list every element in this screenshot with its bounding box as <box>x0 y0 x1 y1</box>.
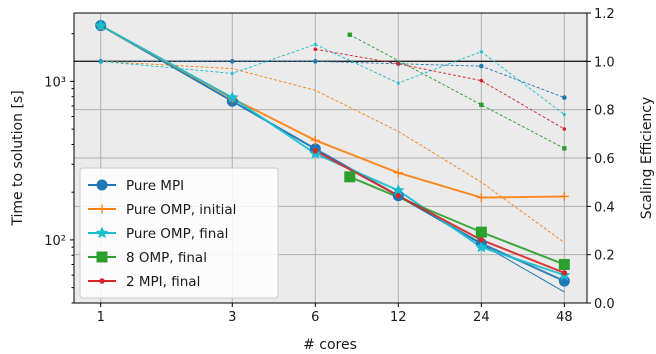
legend-marker <box>99 278 105 284</box>
efficiency-line <box>100 60 565 99</box>
legend-marker <box>96 179 108 191</box>
x-tick-label: 24 <box>473 310 490 325</box>
time-point <box>475 240 488 253</box>
time-point <box>559 191 569 201</box>
y2-tick-label: 0.6 <box>594 152 615 167</box>
y2-axis-label: Scaling Efficiency <box>639 97 655 220</box>
efficiency-point <box>313 59 318 64</box>
y2-tick-label: 1.0 <box>594 55 615 70</box>
legend-marker <box>95 226 109 239</box>
efficiency-point <box>313 42 318 47</box>
time-point <box>558 258 570 270</box>
efficiency-point <box>479 63 484 69</box>
data-marks <box>94 19 571 287</box>
time-point <box>344 171 356 183</box>
y2-tick-label: 1.2 <box>594 7 615 22</box>
time-point <box>478 237 485 243</box>
y2-tick-label: 0.4 <box>594 200 615 215</box>
efficiency-point <box>479 49 484 54</box>
y2-tick-label: 0.2 <box>594 249 615 264</box>
efficiency-point <box>313 47 318 52</box>
efficiency-point <box>479 102 484 108</box>
time-point <box>312 148 319 154</box>
x-axis-label: # cores <box>303 337 357 353</box>
y-tick-label: 10² <box>44 234 66 249</box>
x-tick-label: 3 <box>228 310 236 325</box>
time-point <box>94 19 107 31</box>
legend-label: 2 MPI, final <box>126 274 200 290</box>
efficiency-point <box>98 58 104 64</box>
efficiency-point <box>562 146 567 151</box>
y-axis-label: Time to solution [s] <box>10 90 26 226</box>
x-tick-label: 48 <box>556 310 573 325</box>
efficiency-point <box>479 78 484 83</box>
time-line <box>314 149 565 274</box>
axes: 1 3 6 12 24 48 0.0 0.2 0.4 0.6 0.8 1.0 1.2 10² 10³ <box>44 7 614 325</box>
legend-box <box>79 167 279 299</box>
time-point <box>392 183 405 196</box>
time-point <box>393 168 403 178</box>
time-line <box>100 24 565 277</box>
legend-marker <box>97 204 107 214</box>
efficiency-point <box>562 127 567 131</box>
efficiency-line <box>315 48 565 130</box>
efficiency-point <box>396 61 401 66</box>
legend: Pure MPI Pure OMP, initial Pure OMP, final… <box>79 167 279 299</box>
efficiency-point <box>229 59 235 64</box>
legend-label: Pure MPI <box>126 178 184 194</box>
time-point <box>476 193 486 203</box>
efficiency-point <box>396 80 401 86</box>
legend-label: 8 OMP, final <box>126 250 207 266</box>
time-point <box>395 192 402 199</box>
efficiency-point <box>562 95 567 100</box>
time-point <box>310 135 320 145</box>
efficiency-point <box>562 112 567 117</box>
legend-label: Pure OMP, initial <box>126 202 236 218</box>
x-tick-label: 12 <box>390 310 407 325</box>
efficiency-point <box>230 71 235 76</box>
y2-tick-label: 0.0 <box>594 297 615 312</box>
efficiency-point <box>347 32 352 37</box>
x-tick-label: 1 <box>97 310 105 325</box>
y-tick-label: 10³ <box>44 75 66 90</box>
legend-marker <box>96 251 108 263</box>
time-point <box>475 226 487 238</box>
time-point <box>561 270 568 276</box>
x-tick-label: 6 <box>311 310 319 325</box>
efficiency-line <box>100 43 565 115</box>
time-point <box>226 91 239 103</box>
legend-label: Pure OMP, final <box>126 226 228 242</box>
y2-tick-label: 0.8 <box>594 104 615 119</box>
efficiency-line <box>349 34 565 149</box>
